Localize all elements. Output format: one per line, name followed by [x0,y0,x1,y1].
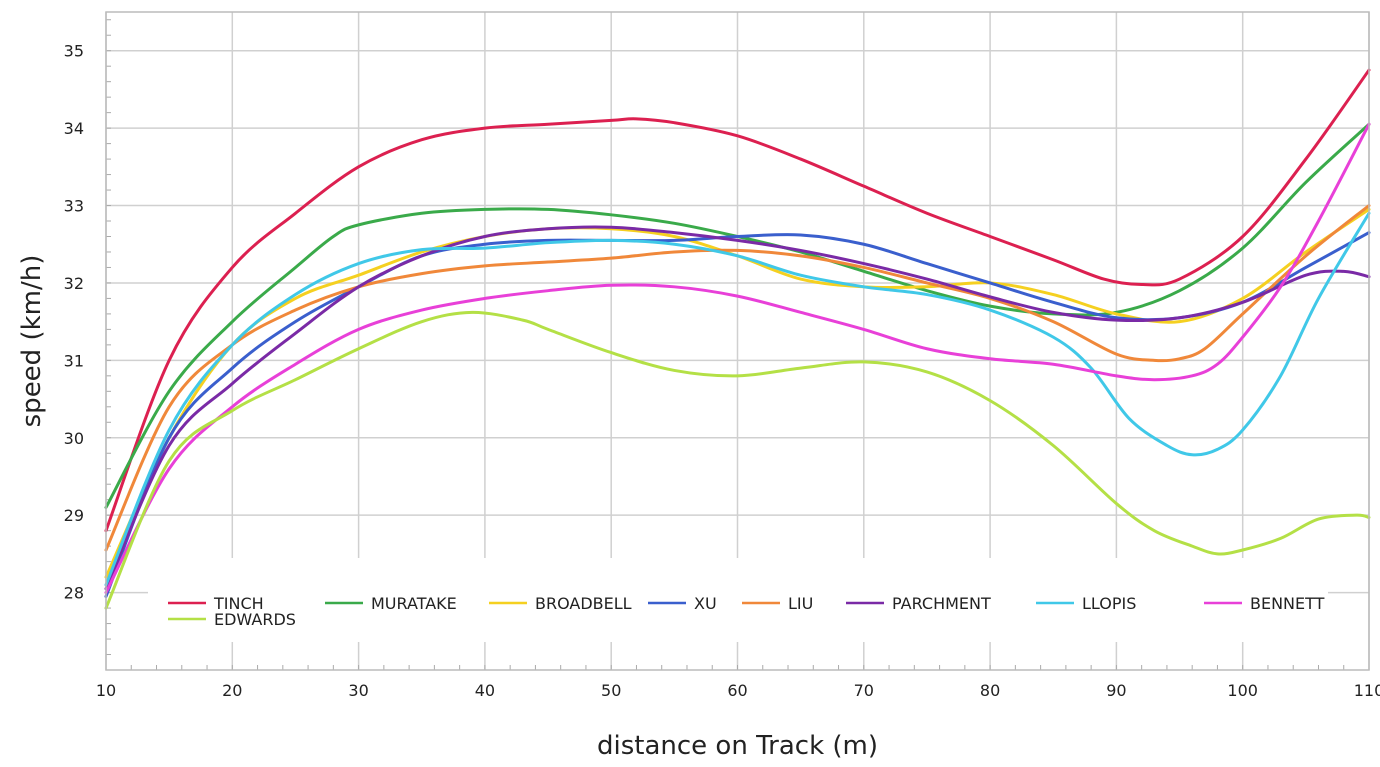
x-tick-label: 60 [727,681,747,700]
tick-labels: 10 20 30 40 50 60 70 80 90 100 110 28 29 30 31 32 33 34 35 [64,42,1380,700]
series-line-llopis [104,211,1371,587]
legend-label: BENNETT [1250,594,1325,613]
y-tick-label: 32 [64,274,84,293]
series-line-liu [104,204,1371,552]
legend-label: BROADBELL [535,594,632,613]
x-tick-label: 50 [601,681,621,700]
series-line-muratake [104,122,1371,509]
legend-label: LIU [788,594,813,613]
y-tick-label: 29 [64,506,84,525]
y-tick-label: 34 [64,119,84,138]
x-tick-label: 100 [1227,681,1258,700]
legend-label: PARCHMENT [892,594,991,613]
series-line-parchment [104,225,1371,591]
legend: TINCH MURATAKE BROADBELL XU LIU PARCHMENT LLOP… [148,558,1328,642]
minor-ticks [105,19,1370,671]
x-axis-title: distance on Track (m) [597,731,878,761]
series-line-bennett [104,122,1371,595]
x-tick-label: 30 [348,681,368,700]
series-line-tinch [104,68,1371,533]
x-tick-label: 20 [222,681,242,700]
x-tick-label: 40 [475,681,495,700]
x-tick-label: 90 [1106,681,1126,700]
y-tick-label: 33 [64,197,84,216]
series-line-edwards [104,310,1371,610]
legend-label: TINCH [213,594,264,613]
legend-label: MURATAKE [371,594,457,613]
legend-label: EDWARDS [214,610,296,629]
x-tick-label: 70 [854,681,874,700]
x-tick-label: 80 [980,681,1000,700]
legend-box [148,558,1328,642]
legend-label: LLOPIS [1082,594,1136,613]
y-tick-label: 35 [64,42,84,61]
series-lines [104,68,1371,610]
x-tick-label: 110 [1354,681,1380,700]
legend-label: XU [694,594,717,613]
y-tick-label: 30 [64,429,84,448]
y-tick-label: 28 [64,584,84,603]
y-tick-label: 31 [64,351,84,370]
y-axis-title: speed (km/h) [17,255,47,428]
x-tick-label: 10 [96,681,116,700]
plot-frame [105,11,1370,671]
